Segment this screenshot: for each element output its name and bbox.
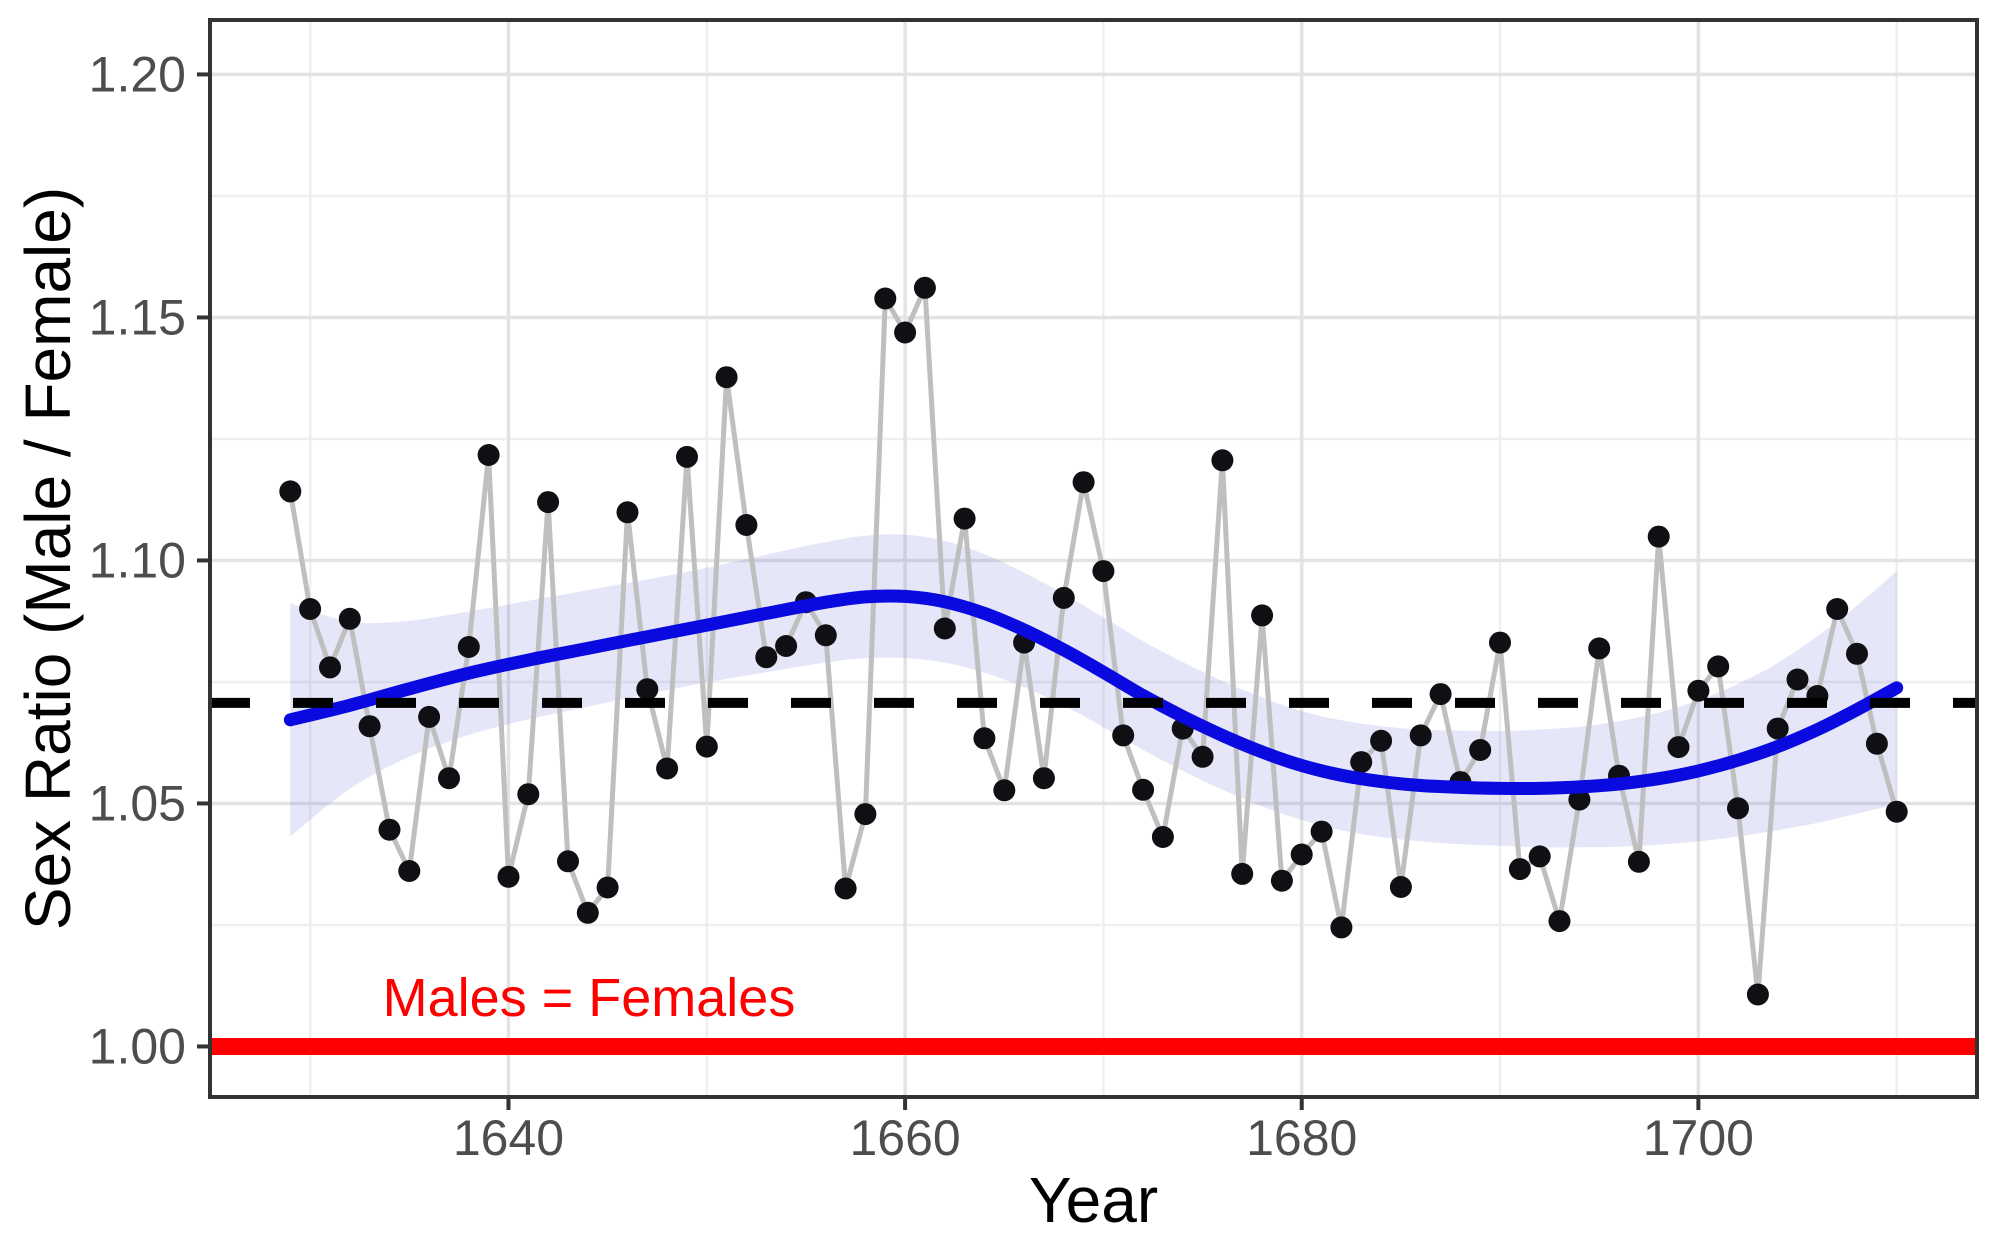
data-point: [735, 514, 758, 536]
panel-border: [208, 18, 1979, 1099]
data-point: [834, 877, 857, 900]
data-point: [279, 480, 302, 503]
data-point: [1429, 683, 1452, 706]
data-point: [1727, 797, 1749, 820]
confidence-ribbon: [290, 534, 1897, 848]
data-point: [576, 901, 599, 924]
data-point: [1350, 751, 1373, 774]
data-point: [557, 850, 579, 873]
y-axis-title: Sex Ratio (Male / Female): [12, 187, 84, 930]
data-point: [894, 321, 917, 344]
data-point: [1885, 800, 1908, 823]
x-tick-label: 1660: [849, 1110, 960, 1166]
data-point: [1409, 724, 1432, 747]
data-point: [616, 501, 639, 524]
data-point: [973, 727, 996, 750]
data-point: [537, 491, 560, 514]
data-point: [1528, 845, 1551, 868]
data-point: [1568, 788, 1591, 811]
x-tick-label: 1680: [1246, 1110, 1357, 1166]
y-tick-label: 1.20: [89, 46, 186, 102]
data-point: [1746, 983, 1769, 1006]
data-point: [1707, 655, 1730, 678]
observed-series-line: [287, 285, 1900, 997]
data-point: [1489, 631, 1511, 654]
data-point: [755, 646, 778, 669]
data-point: [378, 818, 401, 841]
data-point: [1132, 778, 1155, 801]
data-point: [636, 678, 659, 701]
data-point: [1211, 449, 1234, 472]
data-point: [1508, 858, 1531, 881]
data-point: [1092, 560, 1115, 583]
axis-ticks: [197, 72, 1701, 1110]
equality-annotation: Males = Females: [383, 968, 796, 1028]
data-point: [1052, 586, 1075, 609]
data-point: [993, 779, 1016, 802]
data-point: [1251, 604, 1274, 627]
grid-major-lines: [210, 20, 1977, 1097]
data-point: [338, 607, 361, 630]
loess-curve: [283, 589, 1904, 796]
data-point: [1270, 869, 1293, 892]
data-point: [1032, 767, 1055, 790]
x-tick-label: 1700: [1643, 1110, 1754, 1166]
data-point: [418, 705, 441, 728]
axis-tick-labels: 1640 1660 1680 1700 1.00 1.05 1.10 1.15 1.20: [89, 46, 1754, 1166]
data-point: [933, 617, 956, 640]
y-tick-label: 1.10: [89, 532, 186, 588]
data-point: [299, 598, 322, 620]
data-point: [1389, 876, 1412, 898]
data-point: [319, 656, 341, 679]
x-tick-label: 1640: [453, 1110, 564, 1166]
data-point: [953, 507, 976, 530]
data-point: [438, 767, 460, 790]
x-axis-title: Year: [1029, 1164, 1158, 1236]
data-point: [477, 444, 500, 466]
data-point: [1151, 826, 1174, 848]
data-point: [874, 287, 897, 310]
data-point: [1290, 843, 1313, 866]
y-tick-label: 1.15: [89, 289, 186, 345]
data-point: [1072, 471, 1095, 494]
data-point: [497, 865, 520, 888]
data-point: [814, 624, 837, 647]
data-point: [398, 860, 421, 882]
data-point: [1846, 642, 1868, 665]
data-point: [1627, 850, 1650, 873]
data-point: [715, 366, 738, 389]
data-point: [695, 735, 718, 758]
data-point: [1588, 637, 1611, 660]
data-point: [1469, 739, 1492, 761]
grid-minor-lines: [210, 20, 1977, 1097]
data-point: [1766, 717, 1789, 740]
data-point: [1191, 745, 1214, 768]
data-point: [656, 757, 679, 780]
data-point: [1231, 862, 1254, 885]
data-point: [1865, 732, 1888, 755]
data-point: [1330, 916, 1353, 939]
data-point: [1370, 729, 1393, 752]
data-point: [517, 783, 540, 806]
data-point: [1687, 679, 1710, 702]
data-point: [1548, 910, 1571, 933]
data-point: [457, 636, 480, 658]
data-point: [1786, 668, 1809, 691]
data-point: [854, 803, 877, 826]
data-point: [775, 635, 798, 657]
data-point: [913, 276, 936, 299]
data-point: [1310, 820, 1333, 843]
data-point: [1647, 525, 1670, 548]
y-tick-label: 1.00: [89, 1018, 186, 1074]
data-point: [676, 445, 698, 468]
data-point: [1826, 598, 1849, 620]
data-point: [358, 715, 381, 738]
data-point: [1112, 724, 1135, 747]
data-point: [1667, 736, 1690, 759]
data-point: [596, 876, 619, 899]
y-tick-label: 1.05: [89, 775, 186, 831]
